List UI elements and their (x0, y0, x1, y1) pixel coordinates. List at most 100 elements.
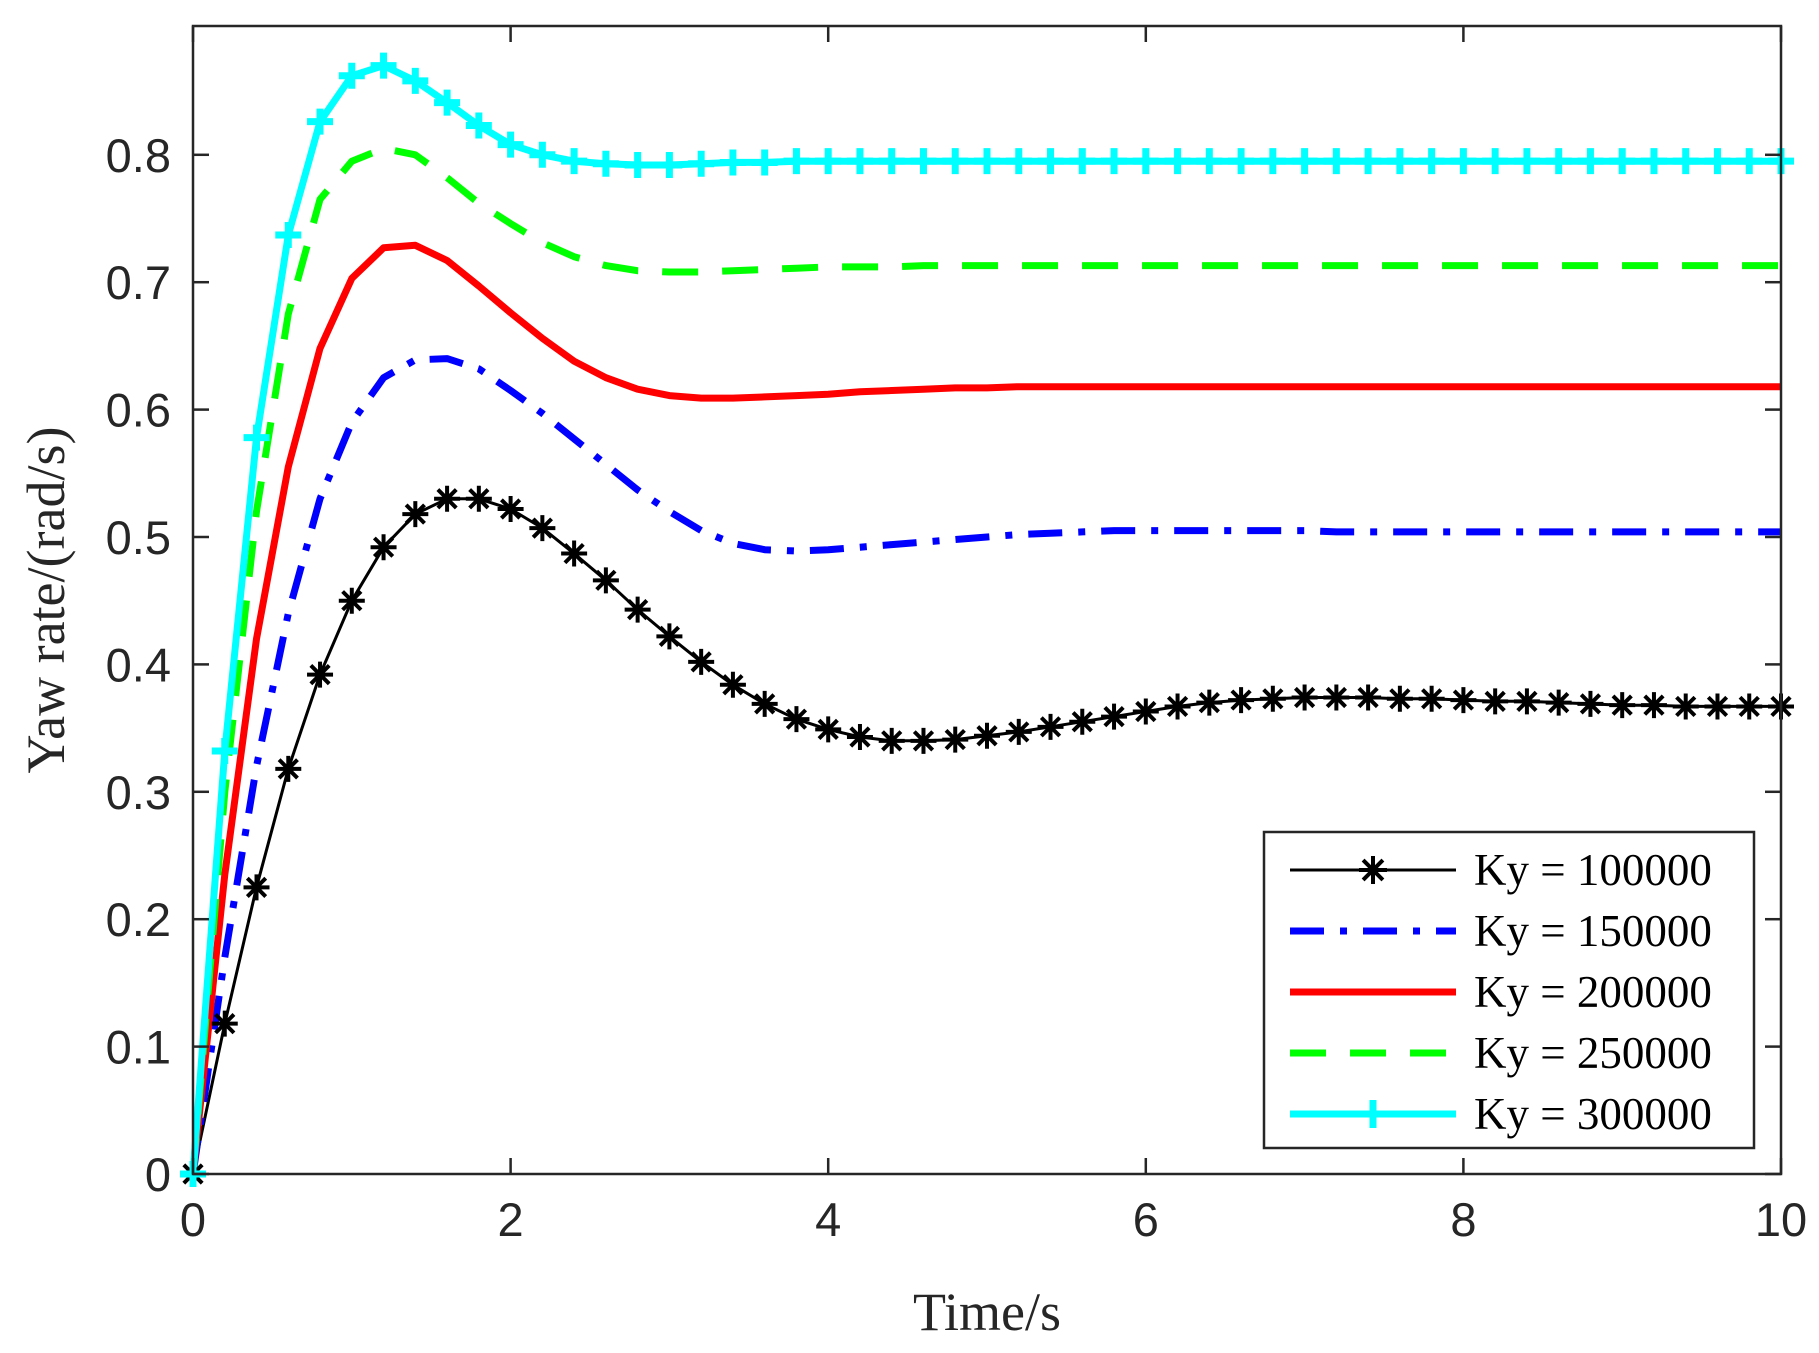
marker-asterisk (1132, 698, 1159, 725)
y-tick-label: 0.7 (106, 256, 171, 309)
asterisk-shape (719, 671, 746, 698)
asterisk-shape (1101, 703, 1128, 730)
asterisk-shape (497, 495, 524, 522)
marker-asterisk (402, 501, 429, 528)
marker-plus (1736, 148, 1763, 175)
marker-plus (1609, 148, 1636, 175)
asterisk-shape (1359, 856, 1387, 884)
marker-asterisk (1450, 687, 1477, 714)
x-tick-label: 4 (815, 1193, 841, 1246)
asterisk-shape (1132, 698, 1159, 725)
marker-asterisk (942, 726, 969, 753)
asterisk-shape (243, 874, 270, 901)
marker-asterisk (370, 534, 397, 561)
asterisk-shape (1418, 685, 1445, 712)
marker-plus (878, 148, 905, 175)
asterisk-shape (1164, 693, 1191, 720)
marker-plus (465, 112, 492, 139)
marker-plus (1482, 148, 1509, 175)
asterisk-shape (1037, 713, 1064, 740)
plot-frame (191, 24, 1783, 1176)
marker-asterisk (751, 690, 778, 717)
marker-asterisk (974, 722, 1000, 749)
x-tick-label: 6 (1133, 1193, 1159, 1246)
marker-plus (624, 151, 651, 178)
marker-plus (910, 148, 937, 175)
marker-asterisk (624, 596, 651, 623)
marker-plus (1164, 148, 1191, 175)
marker-asterisk (592, 567, 619, 594)
marker-asterisk (1640, 692, 1667, 719)
marker-asterisk (1704, 693, 1731, 720)
x-tick-label: 0 (180, 1193, 206, 1246)
x-tick-label: 2 (498, 1193, 524, 1246)
asterisk-shape (275, 755, 302, 782)
marker-plus (751, 149, 778, 176)
legend-label-4: Ky = 250000 (1474, 1028, 1712, 1078)
asterisk-shape (656, 623, 683, 650)
asterisk-shape (592, 567, 619, 594)
marker-plus (1513, 148, 1540, 175)
marker-plus (1259, 148, 1286, 175)
asterisk-shape (1609, 692, 1636, 719)
marker-asterisk (307, 661, 334, 688)
marker-asterisk (1228, 687, 1255, 714)
asterisk-shape (1228, 687, 1255, 714)
tick-labels: 0 2 4 6 8 10 0 0.1 0.2 0.3 0.4 0.5 0.6 0.7 0.8 (106, 129, 1807, 1246)
marker-asterisk (243, 874, 270, 901)
marker-plus (1355, 148, 1382, 175)
marker-asterisk (338, 587, 365, 614)
marker-plus (307, 108, 334, 135)
asterisk-shape (561, 540, 588, 567)
marker-plus (974, 148, 1000, 175)
marker-plus (1132, 148, 1159, 175)
marker-asterisk (497, 495, 524, 522)
asterisk-shape (846, 724, 873, 751)
marker-plus (561, 148, 588, 175)
marker-asterisk (1164, 693, 1191, 720)
asterisk-shape (1291, 684, 1318, 711)
marker-asterisk (1513, 688, 1540, 715)
marker-asterisk (910, 727, 937, 754)
asterisk-shape (402, 501, 429, 528)
marker-asterisk (561, 540, 588, 567)
marker-asterisk (1005, 718, 1032, 745)
series-line-2 (189, 355, 1781, 1175)
marker-asterisk (1545, 689, 1572, 716)
y-tick-label: 0.2 (106, 893, 171, 946)
marker-plus (656, 151, 683, 178)
asterisk-shape (815, 716, 842, 743)
series-line-3 (189, 241, 1781, 1175)
marker-plus (688, 150, 715, 177)
marker-plus (1069, 148, 1096, 175)
marker-asterisk (783, 706, 810, 733)
marker-asterisk (1291, 684, 1318, 711)
legend-label-3: Ky = 200000 (1474, 967, 1712, 1017)
asterisk-shape (370, 534, 397, 561)
legend-marker-asterisk (1359, 856, 1387, 884)
y-tick-label: 0.6 (106, 384, 171, 437)
asterisk-shape (1259, 685, 1286, 712)
marker-plus (1418, 148, 1445, 175)
asterisk-shape (1672, 693, 1699, 720)
marker-asterisk (1101, 703, 1128, 730)
marker-plus (592, 150, 619, 177)
marker-asterisk (465, 485, 492, 512)
asterisk-shape (1005, 718, 1032, 745)
marker-asterisk (1355, 684, 1382, 711)
marker-plus (846, 148, 873, 175)
asterisk-shape (942, 726, 969, 753)
marker-plus (1577, 148, 1604, 175)
asterisk-shape (1640, 692, 1667, 719)
asterisk-shape (1196, 689, 1223, 716)
marker-asterisk (1609, 692, 1636, 719)
marker-asterisk (529, 515, 556, 542)
asterisk-shape (338, 587, 365, 614)
y-tick-label: 0.5 (106, 511, 171, 564)
marker-asterisk (434, 485, 461, 512)
marker-plus (402, 67, 429, 94)
marker-asterisk (1386, 685, 1413, 712)
marker-asterisk (1577, 690, 1604, 717)
asterisk-shape (211, 1010, 238, 1037)
marker-plus (1323, 148, 1350, 175)
